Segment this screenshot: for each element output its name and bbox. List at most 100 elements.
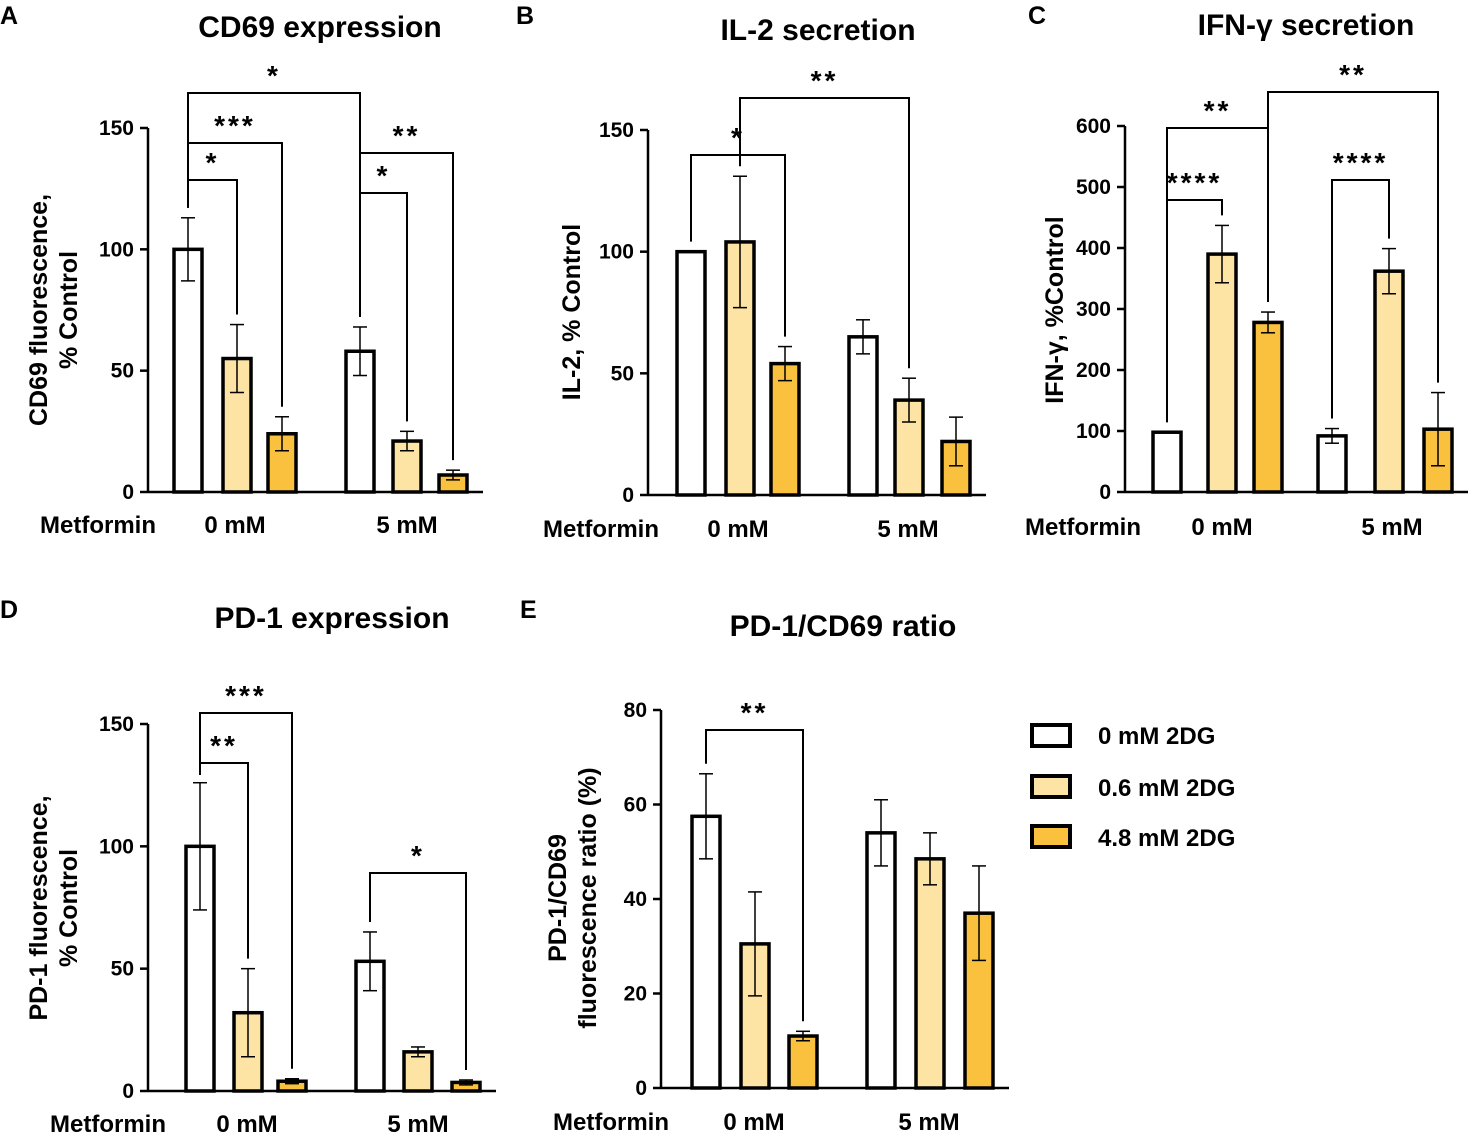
significance-bracket-c-3: [1267, 91, 1439, 383]
panel-a: A CD69 expression CD69 fluorescence, % C…: [0, 2, 483, 539]
significance-label-d-0: **: [210, 730, 238, 761]
group-label-d-0: 0 mM: [216, 1111, 277, 1138]
bar-c-0-0: [1151, 430, 1183, 494]
significance-label-c-2: ****: [1333, 147, 1389, 178]
legend-swatch-4-8mm-2dg: [1030, 824, 1072, 849]
group-label-a-0: 0 mM: [204, 512, 265, 539]
legend: 0 mM 2DG 0.6 mM 2DG 4.8 mM 2DG: [1030, 723, 1235, 852]
y-tick-label-c-4: 400: [1076, 237, 1111, 260]
y-axis-label-c: IFN-γ, %Control: [1041, 216, 1069, 404]
group-label-c-0: 0 mM: [1191, 514, 1252, 541]
legend-label-0mm-2dg: 0 mM 2DG: [1098, 723, 1215, 750]
y-tick-label-b-0: 0: [622, 484, 634, 507]
x-axis-label-a: Metformin: [40, 512, 156, 539]
y-axis-label-b: IL-2, % Control: [558, 224, 586, 400]
y-tick-label-a-0: 0: [122, 481, 134, 504]
bar-c-0-1: [1206, 252, 1238, 494]
bar-e-0-0: [690, 814, 722, 1090]
significance-label-a-2: *: [267, 60, 281, 91]
bar-b-0-0: [675, 249, 707, 497]
group-label-b-1: 5 mM: [877, 516, 938, 543]
bar-b-1-0: [847, 335, 879, 497]
y-axis-label-e-line2: fluorescence ratio (%): [574, 767, 602, 1028]
bar-a-0-0: [172, 247, 204, 494]
y-tick-label-c-6: 600: [1076, 115, 1111, 138]
group-label-d-1: 5 mM: [387, 1111, 448, 1138]
y-axis-label-d-line2: % Control: [55, 849, 83, 967]
y-axis-label-e-line1: PD-1/CD69: [544, 834, 572, 962]
panel-letter-e: E: [520, 596, 537, 624]
x-axis-label-c: Metformin: [1025, 514, 1141, 541]
panel-e: E PD-1/CD69 ratio PD-1/CD69 fluorescence…: [520, 596, 1009, 1136]
panel-letter-d: D: [0, 596, 18, 624]
y-tick-label-c-1: 100: [1076, 420, 1111, 443]
y-tick-label-c-2: 200: [1076, 359, 1111, 382]
y-tick-label-e-1: 20: [624, 983, 647, 1006]
significance-label-a-3: *: [377, 160, 391, 191]
y-tick-label-a-3: 150: [99, 117, 134, 140]
y-tick-label-d-3: 150: [99, 713, 134, 736]
y-tick-label-e-2: 40: [624, 888, 647, 911]
group-label-a-1: 5 mM: [376, 512, 437, 539]
bar-e-1-1: [914, 857, 946, 1090]
significance-label-c-3: **: [1339, 59, 1367, 90]
bar-e-1-0: [865, 831, 897, 1090]
panel-c: C IFN-γ secretion IFN-γ, %Control Metfor…: [1025, 2, 1468, 541]
y-tick-label-c-3: 300: [1076, 298, 1111, 321]
legend-label-0-6mm-2dg: 0.6 mM 2DG: [1098, 775, 1235, 802]
significance-bracket-a-4: [359, 152, 454, 461]
panel-letter-b: B: [516, 2, 534, 30]
chart-title-a: CD69 expression: [198, 11, 441, 44]
significance-label-d-1: ***: [225, 680, 267, 711]
significance-label-c-0: ****: [1167, 167, 1223, 198]
legend-label-4-8mm-2dg: 4.8 mM 2DG: [1098, 825, 1235, 852]
bar-e-0-2: [787, 1034, 819, 1090]
chart-title-c: IFN-γ secretion: [1198, 9, 1415, 42]
y-axis-label-d-line1: PD-1 fluorescence,: [25, 795, 53, 1020]
y-tick-label-a-1: 50: [111, 360, 134, 383]
significance-label-a-4: **: [393, 120, 421, 151]
y-tick-label-d-1: 50: [111, 958, 134, 981]
chart-title-b: IL-2 secretion: [720, 14, 915, 47]
y-tick-label-e-3: 60: [624, 794, 647, 817]
y-tick-label-e-4: 80: [624, 699, 647, 722]
significance-label-a-1: ***: [214, 110, 256, 141]
significance-bracket-e-0: [705, 729, 804, 1022]
y-axis-label-a-line1: CD69 fluorescence,: [25, 194, 53, 426]
group-label-e-1: 5 mM: [898, 1109, 959, 1136]
y-tick-label-b-1: 50: [611, 362, 634, 385]
panel-d: D PD-1 expression PD-1 fluorescence, % C…: [0, 596, 496, 1138]
group-label-e-0: 0 mM: [723, 1109, 784, 1136]
significance-bracket-d-1: [199, 712, 293, 1069]
significance-label-a-0: *: [206, 147, 220, 178]
significance-label-c-1: **: [1204, 95, 1232, 126]
group-label-b-0: 0 mM: [707, 516, 768, 543]
y-tick-label-c-0: 0: [1099, 481, 1111, 504]
plot-area-e: 0 20 40 60 80 **: [624, 697, 1009, 1100]
x-axis-label-d: Metformin: [50, 1111, 166, 1138]
y-tick-label-e-0: 0: [635, 1077, 647, 1100]
panel-letter-c: C: [1028, 2, 1046, 30]
significance-bracket-c-2: [1331, 179, 1390, 419]
y-tick-label-b-2: 100: [599, 241, 634, 264]
x-axis-label-b: Metformin: [543, 516, 659, 543]
significance-bracket-d-2: [369, 872, 467, 1070]
bar-b-0-2: [769, 361, 801, 497]
panel-letter-a: A: [0, 2, 18, 30]
significance-bracket-b-0: [690, 154, 786, 337]
chart-title-e: PD-1/CD69 ratio: [730, 610, 957, 643]
significance-label-b-0: *: [731, 122, 745, 153]
significance-label-b-1: **: [811, 65, 839, 96]
panel-b: B IL-2 secretion IL-2, % Control Metform…: [516, 2, 986, 543]
bar-c-1-1: [1373, 269, 1405, 494]
significance-label-e-0: **: [741, 697, 769, 728]
y-tick-label-a-2: 100: [99, 238, 134, 261]
x-axis-label-e: Metformin: [553, 1109, 669, 1136]
bar-c-0-2: [1252, 320, 1284, 494]
y-tick-label-b-3: 150: [599, 119, 634, 142]
